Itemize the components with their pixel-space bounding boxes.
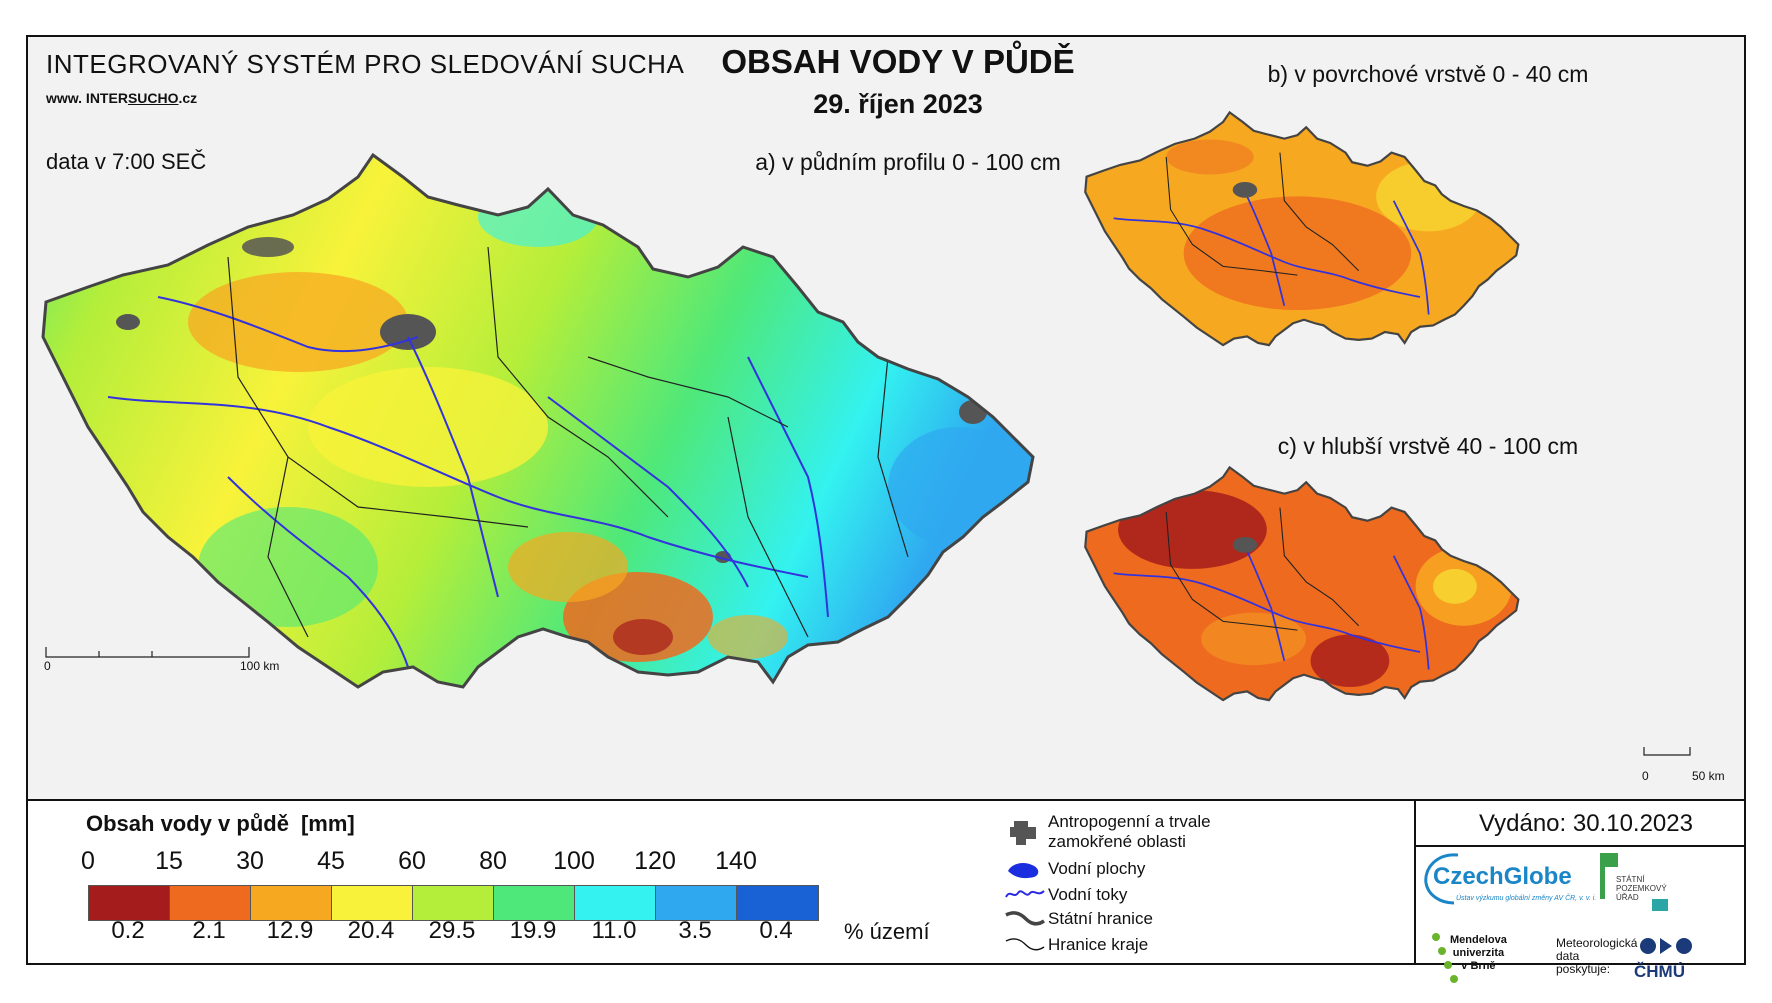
legend-percentage: 11.0 bbox=[591, 917, 637, 944]
legend-swatch bbox=[494, 886, 575, 920]
map-a-czech-republic bbox=[41, 152, 1035, 689]
legend-water-streams: Vodní toky bbox=[1048, 885, 1128, 904]
met-line: data bbox=[1556, 949, 1580, 963]
legend-anthropogenic-1: Antropogenní a trvale bbox=[1048, 812, 1211, 831]
legend-limit: 80 bbox=[479, 847, 507, 875]
divider-vertical bbox=[1414, 801, 1416, 965]
page-title: OBSAH VODY V PŮDĚ bbox=[721, 43, 1075, 80]
legend-percent-unit: % území bbox=[844, 919, 930, 944]
legend-region-border: Hranice kraje bbox=[1048, 935, 1149, 954]
legend-limit: 120 bbox=[634, 847, 676, 875]
legend-percentage: 12.9 bbox=[266, 917, 314, 944]
scale-c-start: 0 bbox=[1642, 769, 1649, 783]
map-b-surface-layer bbox=[1084, 110, 1520, 347]
spu-line: STÁTNÍ bbox=[1616, 875, 1645, 884]
legend-unit: [mm] bbox=[300, 811, 355, 836]
legend-limit: 140 bbox=[715, 847, 757, 875]
legend-limit: 0 bbox=[81, 847, 95, 875]
issued-date: Vydáno: 30.10.2023 bbox=[1479, 810, 1693, 837]
www-underlined: SUCHO bbox=[127, 90, 179, 106]
legend-limit: 100 bbox=[553, 847, 595, 875]
www-mid: INTER bbox=[82, 90, 128, 106]
legend-swatch bbox=[332, 886, 413, 920]
legend-percentage: 0.4 bbox=[759, 917, 793, 944]
legend-state-border: Státní hranice bbox=[1048, 909, 1153, 928]
state-border-icon bbox=[1005, 911, 1045, 926]
legend-percentage: 3.5 bbox=[678, 917, 712, 944]
legend-limit: 45 bbox=[317, 847, 345, 875]
map-area: INTEGROVANÝ SYSTÉM PRO SLEDOVÁNÍ SUCHA w… bbox=[28, 37, 1744, 799]
legend-percentage: 0.2 bbox=[111, 917, 145, 944]
legend-swatch bbox=[170, 886, 251, 920]
czechglobe-swoosh-icon bbox=[1424, 853, 1459, 905]
issued-divider bbox=[1416, 845, 1744, 847]
czechglobe-subtitle: Ústav výzkumu globální změny AV ČR, v. v… bbox=[1456, 895, 1597, 902]
scale-a-start: 0 bbox=[44, 659, 51, 673]
spu-line: ÚŘAD bbox=[1616, 893, 1639, 902]
legend-anthropogenic-2: zamokřené oblasti bbox=[1048, 832, 1186, 851]
divider-horizontal bbox=[28, 799, 1744, 801]
mendel-university-logo: Mendelova univerzita v Brně bbox=[1450, 934, 1507, 973]
water-area-icon bbox=[1008, 863, 1039, 879]
legend-percentage: 29.5 bbox=[428, 917, 476, 944]
legend-title: Obsah vody v půdě [mm] bbox=[86, 811, 355, 837]
spu-logo: STÁTNÍ POZEMKOVÝ ÚŘAD bbox=[1616, 875, 1667, 902]
czechglobe-logo: CzechGlobe bbox=[1433, 863, 1572, 890]
spu-line: POZEMKOVÝ bbox=[1616, 884, 1667, 893]
legend-swatch bbox=[251, 886, 332, 920]
legend-percentage: 19.9 bbox=[509, 917, 557, 944]
met-line: Meteorologická bbox=[1556, 936, 1638, 950]
anthropogenic-area-icon bbox=[1010, 821, 1036, 845]
chmu-logo: ČHMÚ bbox=[1634, 962, 1685, 981]
mendel-line: univerzita bbox=[1452, 947, 1505, 959]
scale-a-end: 100 km bbox=[240, 659, 280, 673]
map-b-label: b) v povrchové vrstvě 0 - 40 cm bbox=[1267, 61, 1589, 87]
legend-swatch bbox=[89, 886, 170, 920]
region-border-icon bbox=[1005, 938, 1045, 951]
legend-limit: 15 bbox=[155, 847, 183, 875]
mendel-line: v Brně bbox=[1461, 960, 1496, 972]
website-link[interactable]: www. INTERSUCHO.cz bbox=[46, 90, 197, 106]
legend-swatch bbox=[656, 886, 737, 920]
legend-swatch bbox=[413, 886, 494, 920]
legend-limit: 60 bbox=[398, 847, 426, 875]
www-suffix: .cz bbox=[178, 90, 198, 106]
legend-swatch bbox=[575, 886, 656, 920]
met-line: poskytuje: bbox=[1556, 962, 1611, 976]
legend-percentage: 2.1 bbox=[192, 917, 226, 944]
chmu-logo-icon bbox=[1640, 938, 1692, 954]
water-stream-icon bbox=[1005, 890, 1045, 898]
system-title: INTEGROVANÝ SYSTÉM PRO SLEDOVÁNÍ SUCHA bbox=[46, 49, 685, 79]
met-data-provider: Meteorologická data poskytuje: bbox=[1556, 937, 1637, 976]
scale-bar-c bbox=[1643, 747, 1691, 756]
legend-limit: 30 bbox=[236, 847, 264, 875]
legend-title-text: Obsah vody v půdě bbox=[86, 811, 289, 836]
legend-percentage: 20.4 bbox=[347, 917, 395, 944]
map-frame: INTEGROVANÝ SYSTÉM PRO SLEDOVÁNÍ SUCHA w… bbox=[26, 35, 1746, 983]
www-prefix: www. bbox=[46, 90, 83, 106]
scale-c-end: 50 km bbox=[1692, 769, 1725, 783]
spu-logo-icon bbox=[1600, 853, 1668, 911]
legend-swatch bbox=[737, 886, 818, 920]
legend-color-bar bbox=[88, 885, 819, 921]
scale-bar-a bbox=[45, 647, 250, 658]
map-date: 29. říjen 2023 bbox=[813, 89, 983, 119]
data-time: data v 7:00 SEČ bbox=[46, 149, 207, 174]
map-c-label: c) v hlubší vrstvě 40 - 100 cm bbox=[1277, 433, 1579, 459]
legend-water-areas: Vodní plochy bbox=[1048, 859, 1146, 878]
mendel-dots-icon bbox=[1432, 933, 1458, 983]
mendel-line: Mendelova bbox=[1450, 934, 1507, 946]
map-c-deeper-layer bbox=[1084, 465, 1520, 702]
map-a-label: a) v půdním profilu 0 - 100 cm bbox=[755, 149, 1061, 175]
